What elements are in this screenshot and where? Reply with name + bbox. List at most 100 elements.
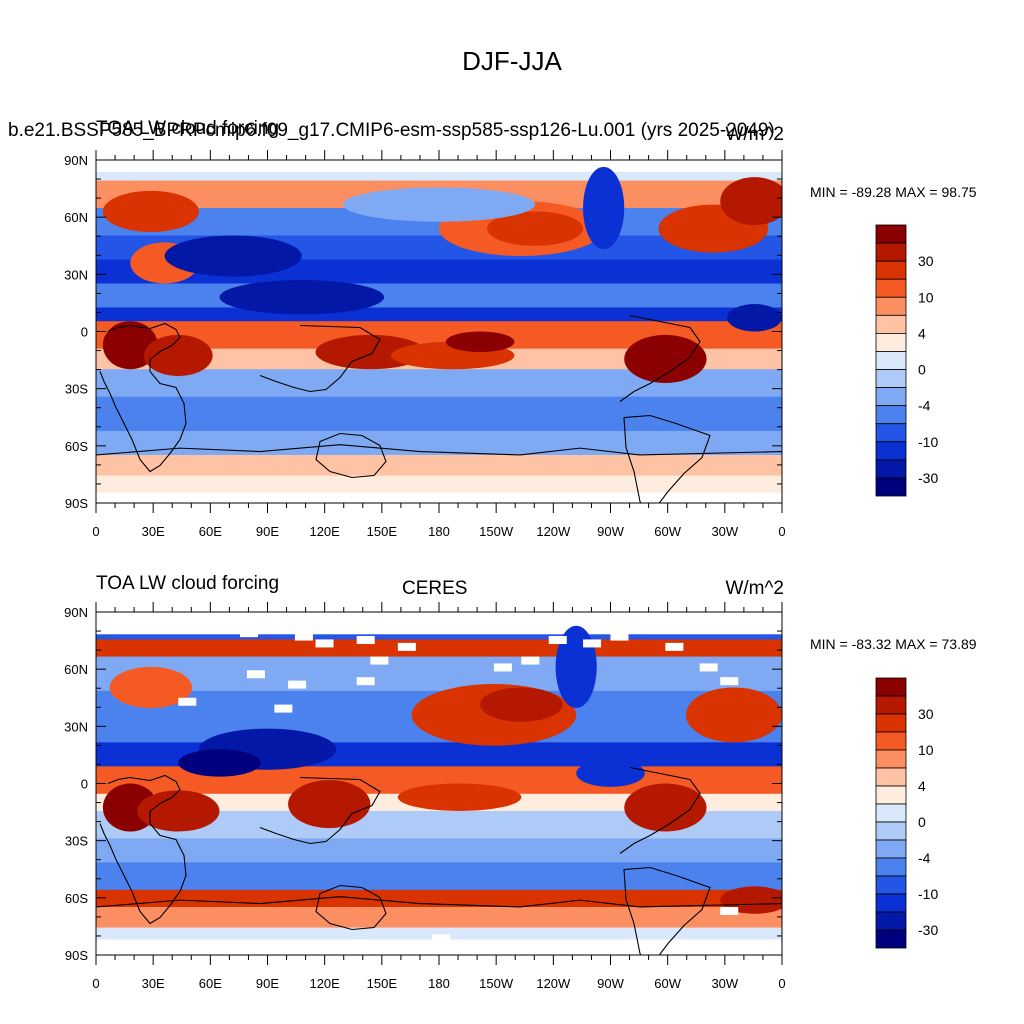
lon-label: 0: [92, 524, 99, 539]
map-panel-2: 90N 60N 30N 0 30S 60S 90S 0 30E 60E 90E 120E 150E 180…: [64, 602, 938, 991]
colorbar-swatch: [875, 695, 907, 715]
panel-1-min-max: MIN = -89.28 MAX = 98.75: [810, 184, 977, 200]
contour-region: [137, 790, 220, 832]
colorbar-swatch: [875, 296, 907, 316]
missing-data-cell: [274, 704, 293, 713]
colorbar-label: -30: [918, 470, 938, 486]
colorbar-swatch: [875, 911, 907, 931]
missing-data-cell: [699, 663, 718, 672]
colorbar-label: 4: [918, 778, 926, 794]
missing-data-cell: [610, 632, 629, 641]
missing-data-cell: [720, 677, 739, 686]
coastlines: [96, 766, 782, 955]
colorbar-swatch: [875, 260, 907, 280]
lon-label: 0: [778, 524, 785, 539]
lon-label: 120E: [309, 524, 340, 539]
contour-region: [219, 280, 385, 315]
contour-region: [102, 190, 199, 233]
colorbar-label: -10: [918, 886, 938, 902]
lon-label: 90W: [597, 976, 624, 991]
colorbar-label: 0: [918, 362, 926, 378]
lon-label: 150W: [479, 524, 514, 539]
colorbar-swatch: [875, 405, 907, 425]
antarctica-coastline: [96, 444, 782, 456]
contour-band: [96, 634, 782, 641]
lat-label: 30S: [65, 834, 88, 849]
panel-2-min-max: MIN = -83.32 MAX = 73.89: [810, 636, 977, 652]
lat-label: 90S: [65, 496, 88, 511]
missing-data-cell: [178, 697, 197, 706]
coastline: [619, 314, 701, 402]
field-contours-2: [96, 612, 782, 955]
colorbar-swatch: [875, 803, 907, 823]
coastline: [259, 324, 381, 393]
missing-data-cell: [370, 656, 389, 665]
contour-band: [96, 475, 782, 493]
coastline: [107, 774, 181, 824]
coastline: [619, 766, 701, 854]
lon-label: 150W: [479, 976, 514, 991]
coastline: [623, 866, 711, 955]
lon-label: 60W: [654, 524, 681, 539]
missing-data-cell: [315, 639, 334, 648]
colorbar-swatch: [875, 369, 907, 388]
missing-data-cell: [473, 944, 492, 953]
contour-band: [96, 927, 782, 940]
missing-data-cell: [548, 636, 567, 645]
panel-2-center-title: CERES: [402, 578, 468, 599]
contour-band: [96, 889, 782, 908]
missing-data-cell: [240, 629, 259, 638]
missing-data-cell: [397, 642, 416, 651]
colorbar-swatch: [875, 893, 907, 913]
colorbar-swatch: [875, 477, 907, 497]
contour-region: [624, 334, 707, 383]
missing-data-cell: [720, 906, 739, 915]
field-contours-1: [96, 160, 782, 503]
contour-region: [288, 780, 371, 829]
colorbar-swatch: [875, 929, 907, 949]
panel-2-units: W/m^2: [725, 578, 784, 599]
contour-region: [480, 687, 563, 722]
coastlines: [96, 314, 782, 503]
lon-label: 120E: [309, 976, 340, 991]
lon-label: 30E: [142, 524, 165, 539]
lon-label: 0: [92, 976, 99, 991]
contour-band: [96, 838, 782, 864]
lat-label: 30N: [64, 719, 88, 734]
colorbar-swatch: [875, 767, 907, 787]
contour-region: [583, 166, 625, 250]
contour-region: [109, 666, 193, 709]
panel-1-units: W/m^2: [725, 124, 784, 145]
colorbar-label: 10: [918, 742, 934, 758]
contour-region: [487, 211, 584, 246]
colorbar-swatch: [875, 785, 907, 805]
contour-band: [96, 862, 782, 891]
coastline: [99, 823, 187, 925]
contour-region: [576, 759, 645, 787]
missing-data-cell: [356, 636, 375, 645]
contour-band: [96, 283, 782, 309]
colorbar-swatch: [875, 821, 907, 841]
lon-label: 60E: [199, 976, 222, 991]
lon-label: 180: [428, 976, 450, 991]
colorbar-swatch: [875, 314, 907, 334]
contour-region: [144, 334, 213, 377]
coastline: [623, 414, 711, 503]
contour-region: [397, 783, 522, 811]
coastline: [315, 884, 387, 931]
lon-label: 180: [428, 524, 450, 539]
colorbar-swatch: [875, 857, 907, 877]
lat-label: 60S: [65, 439, 88, 454]
panel-1-case-title: b.e21.BSSP585_BPRPcmip6.f09_g17.CMIP6-es…: [8, 120, 775, 141]
colorbar-swatch: [875, 224, 907, 244]
colorbar-swatch: [875, 677, 907, 697]
lat-label: 90S: [65, 948, 88, 963]
lon-label: 150E: [367, 524, 398, 539]
colorbar-swatch: [875, 278, 907, 298]
colorbar-swatch: [875, 387, 907, 407]
colorbar-label: -4: [918, 850, 931, 866]
lon-label: 60W: [654, 976, 681, 991]
contour-region: [720, 177, 782, 226]
colorbar-swatch: [875, 423, 907, 443]
